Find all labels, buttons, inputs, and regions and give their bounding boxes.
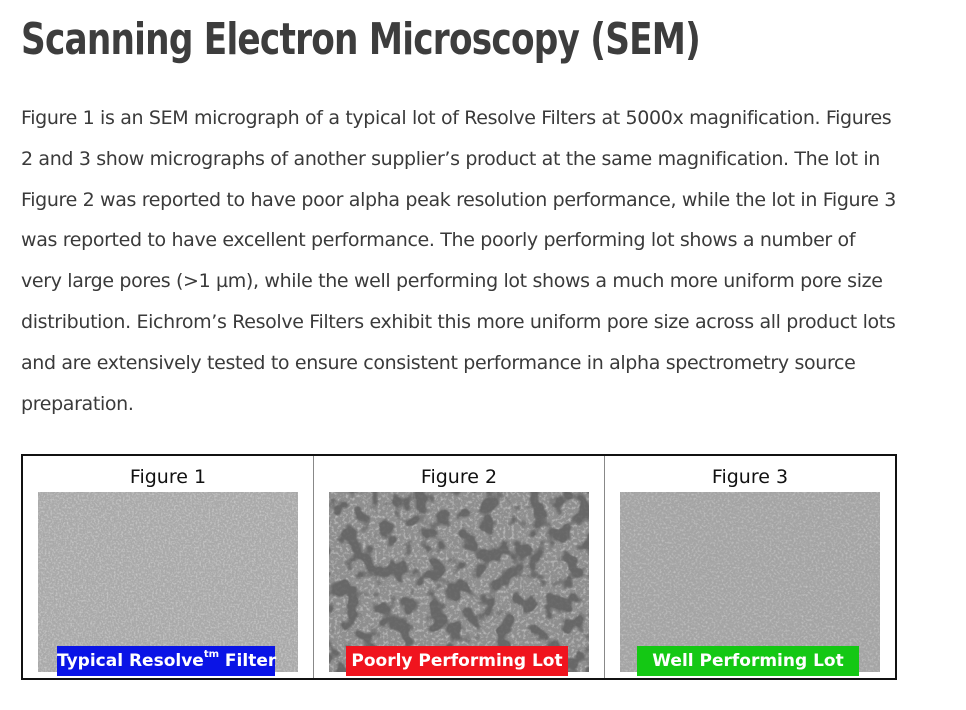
- micrograph-1-image: [38, 492, 298, 672]
- figure-2-label: Figure 2: [420, 466, 498, 488]
- figure-3-caption: Well Performing Lot: [637, 646, 859, 676]
- intro-paragraph: Figure 1 is an SEM micrograph of a typic…: [21, 107, 897, 415]
- figure-1-caption-tail: Filter: [219, 651, 277, 671]
- figure-1-caption: Typical Resolvetm Filter: [57, 646, 277, 676]
- figure-3: Figure 3 Well Performing Lot: [605, 456, 895, 678]
- figure-3-micrograph: [620, 492, 880, 672]
- figure-1: Figure 1 Typical Resolvetm Filter: [23, 456, 314, 678]
- figure-3-caption-main: Well Performing Lot: [652, 651, 844, 671]
- sem-figure-panel: Figure 1 Typical Resolvetm Filter Figure…: [21, 454, 897, 680]
- figure-2: Figure 2: [314, 456, 605, 678]
- trademark-superscript: tm: [203, 649, 220, 660]
- figure-3-label: Figure 3: [711, 466, 789, 488]
- figure-1-label: Figure 1: [129, 466, 207, 488]
- page-title: Scanning Electron Microscopy (SEM): [21, 14, 701, 65]
- figure-2-caption: Poorly Performing Lot: [346, 646, 568, 676]
- figure-2-caption-main: Poorly Performing Lot: [351, 651, 563, 671]
- figure-1-micrograph: [38, 492, 298, 672]
- figure-1-caption-main: Typical Resolve: [57, 651, 204, 671]
- figure-2-micrograph: [329, 492, 589, 672]
- micrograph-3-image: [620, 492, 880, 672]
- micrograph-2-image: [329, 492, 589, 672]
